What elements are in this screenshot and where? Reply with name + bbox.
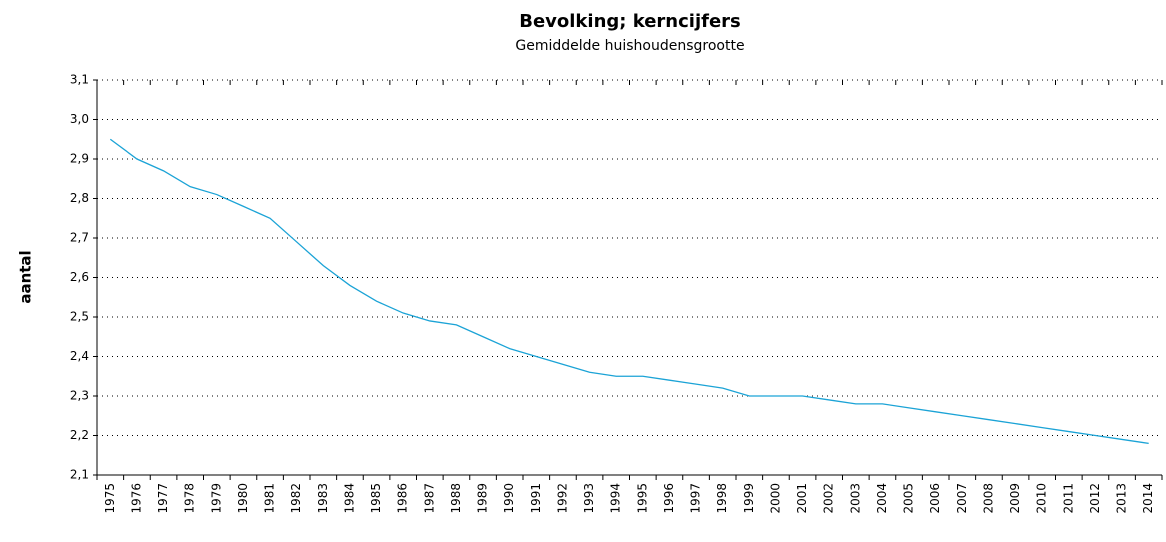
x-tick-label: 1979 bbox=[209, 483, 223, 514]
y-axis-label: aantal bbox=[17, 250, 35, 303]
y-tick-label: 2,4 bbox=[70, 349, 89, 363]
y-tick-label: 2,9 bbox=[70, 152, 89, 166]
x-tick-label: 1983 bbox=[316, 483, 330, 514]
x-tick-label: 1981 bbox=[263, 483, 277, 514]
x-tick-label: 1990 bbox=[502, 483, 516, 514]
x-tick-label: 1982 bbox=[289, 483, 303, 514]
x-tick-label: 2011 bbox=[1061, 483, 1075, 514]
y-tick-label: 2,8 bbox=[70, 191, 89, 205]
y-tick-label: 2,6 bbox=[70, 270, 89, 284]
x-tick-label: 2000 bbox=[768, 483, 782, 514]
y-tick-label: 2,5 bbox=[70, 310, 89, 324]
y-tick-label: 3,1 bbox=[70, 73, 89, 87]
y-tick-label: 2,2 bbox=[70, 428, 89, 442]
chart-subtitle: Gemiddelde huishoudensgrootte bbox=[515, 38, 744, 54]
x-tick-label: 1984 bbox=[342, 483, 356, 514]
x-tick-label: 1993 bbox=[582, 483, 596, 514]
x-tick-label: 1987 bbox=[422, 483, 436, 514]
x-tick-label: 1997 bbox=[689, 483, 703, 514]
line-series bbox=[109, 138, 1149, 445]
x-tick-label: 1988 bbox=[449, 483, 463, 514]
x-tick-label: 1991 bbox=[529, 483, 543, 514]
x-tick-label: 1996 bbox=[662, 483, 676, 514]
y-tick-label: 2,7 bbox=[70, 231, 89, 245]
x-tick-label: 2004 bbox=[875, 483, 889, 514]
x-tick-label: 1975 bbox=[103, 483, 117, 514]
x-tick-label: 2008 bbox=[981, 483, 995, 514]
x-tick-label: 1989 bbox=[476, 483, 490, 514]
x-tick-label: 2002 bbox=[822, 483, 836, 514]
y-tick-label: 2,3 bbox=[70, 389, 89, 403]
x-tick-label: 1978 bbox=[183, 483, 197, 514]
x-tick-label: 2014 bbox=[1141, 483, 1155, 514]
y-tick-label: 2,1 bbox=[70, 468, 89, 482]
x-tick-label: 1995 bbox=[635, 483, 649, 514]
x-tick-label: 1985 bbox=[369, 483, 383, 514]
x-tick-label: 1986 bbox=[396, 483, 410, 514]
x-tick-label: 1976 bbox=[129, 483, 143, 514]
x-tick-label: 2007 bbox=[955, 483, 969, 514]
x-tick-label: 2006 bbox=[928, 483, 942, 514]
x-tick-label: 2001 bbox=[795, 483, 809, 514]
x-tick-label: 2013 bbox=[1115, 483, 1129, 514]
x-tick-label: 1992 bbox=[555, 483, 569, 514]
x-tick-label: 1980 bbox=[236, 483, 250, 514]
x-tick-label: 2010 bbox=[1035, 483, 1049, 514]
x-tick-label: 1998 bbox=[715, 483, 729, 514]
x-tick-label: 2005 bbox=[902, 483, 916, 514]
x-tick-label: 2009 bbox=[1008, 483, 1022, 514]
x-tick-label: 2003 bbox=[848, 483, 862, 514]
x-tick-label: 1994 bbox=[609, 483, 623, 514]
x-tick-label: 1977 bbox=[156, 483, 170, 514]
chart-title: Bevolking; kerncijfers bbox=[519, 11, 741, 32]
x-tick-label: 1999 bbox=[742, 483, 756, 514]
x-tick-label: 2012 bbox=[1088, 483, 1102, 514]
y-tick-label: 3,0 bbox=[70, 112, 89, 126]
